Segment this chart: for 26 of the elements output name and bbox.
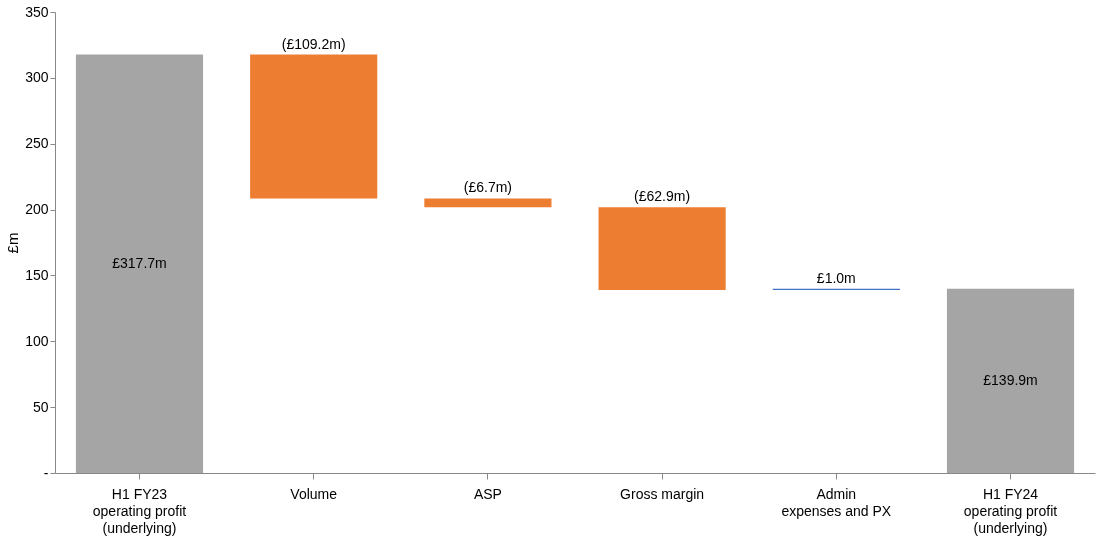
x-tick-label: H1 FY24 operating profit (underlying) (963, 485, 1058, 536)
data-label: £1.0m (816, 269, 856, 286)
y-tick-label: 200 (25, 201, 49, 218)
y-tick-label: 350 (25, 3, 49, 20)
x-tick-label: Gross margin (620, 485, 705, 502)
data-label: £139.9m (983, 371, 1038, 388)
y-tick-label: 150 (25, 266, 49, 283)
bar (250, 54, 378, 199)
y-tick-label: 100 (25, 332, 49, 349)
data-label: (£6.7m) (463, 179, 513, 196)
x-tick-label: H1 FY23 operating profit (underlying) (92, 485, 187, 536)
data-label: (£109.2m) (281, 35, 346, 52)
bar (424, 198, 552, 208)
bar (75, 54, 204, 473)
data-label: (£62.9m) (634, 188, 691, 205)
y-tick-label: 50 (32, 398, 49, 415)
x-tick-label: ASP (473, 485, 502, 502)
y-tick-label: 300 (25, 69, 49, 86)
x-tick-label: Admin expenses and PX (781, 485, 892, 519)
y-axis-title: £m (4, 232, 22, 254)
y-tick-label: 250 (25, 135, 49, 152)
bar (598, 207, 726, 291)
x-tick-label: Volume (290, 485, 338, 502)
bar (946, 288, 1075, 473)
y-tick-label: - (43, 464, 49, 481)
data-label: £317.7m (112, 254, 167, 271)
